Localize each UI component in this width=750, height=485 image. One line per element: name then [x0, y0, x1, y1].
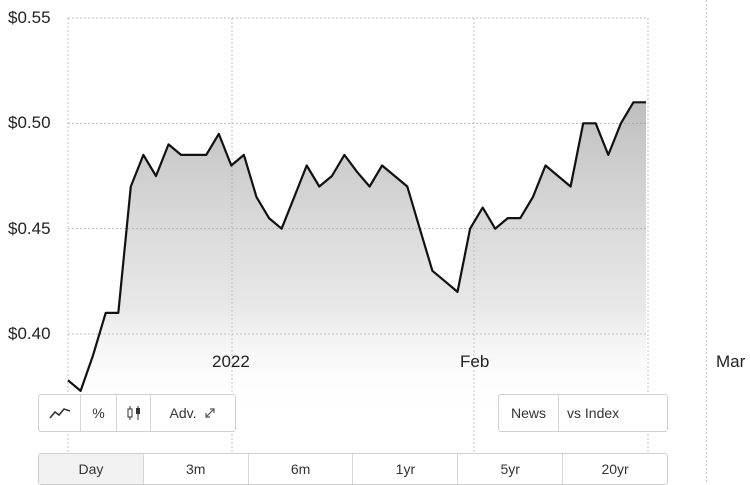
- percent-label: %: [92, 405, 105, 421]
- advanced-label: Adv.: [169, 405, 197, 421]
- x-tick-label: 2022: [212, 352, 250, 371]
- y-tick-label: $0.40: [8, 324, 51, 343]
- candlestick-button[interactable]: [117, 395, 151, 431]
- news-label: News: [510, 405, 546, 421]
- range-button-3m[interactable]: 3m: [144, 454, 249, 484]
- range-button-20yr[interactable]: 20yr: [601, 461, 629, 477]
- x-tick-label: Mar: [716, 352, 746, 371]
- time-range-selector: Day 3m 6m 1yr 5yr 20yr: [38, 453, 668, 485]
- line-chart-icon: [48, 408, 70, 419]
- candlestick-icon: [127, 406, 140, 420]
- overlay-toolbar: News vs Index: [498, 394, 668, 432]
- chart-type-toolbar: % Adv.: [38, 394, 236, 432]
- news-button[interactable]: News: [499, 395, 559, 431]
- y-tick-label: $0.50: [8, 113, 51, 133]
- y-tick-label: $0.55: [8, 8, 51, 27]
- right-boundary-rule: [706, 0, 707, 483]
- range-button-day[interactable]: Day: [39, 454, 144, 484]
- expand-arrow-icon: [205, 408, 216, 418]
- y-tick-label: $0.45: [8, 218, 51, 238]
- range-button-6m[interactable]: 6m: [249, 454, 354, 484]
- advanced-button[interactable]: Adv.: [151, 395, 235, 431]
- vs-index-button[interactable]: vs Index: [559, 395, 667, 431]
- line-chart-button[interactable]: [39, 395, 81, 431]
- vs-index-label: vs Index: [567, 405, 620, 421]
- price-line: [67, 101, 646, 392]
- x-tick-label: Feb: [460, 352, 490, 371]
- price-area-fill: [68, 102, 646, 419]
- percent-button[interactable]: %: [81, 395, 117, 431]
- range-button-1yr[interactable]: 1yr: [353, 454, 459, 484]
- range-button-5yr[interactable]: 5yr: [458, 454, 564, 484]
